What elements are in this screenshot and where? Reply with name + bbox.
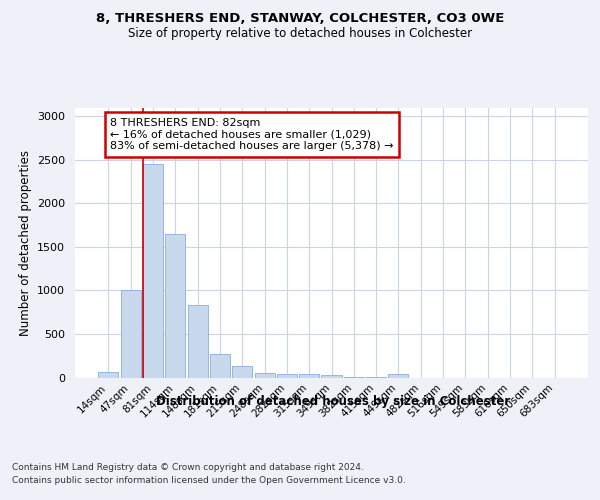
Bar [98, 372, 118, 378]
Y-axis label: Number of detached properties: Number of detached properties [19, 150, 32, 336]
Text: 8, THRESHERS END, STANWAY, COLCHESTER, CO3 0WE: 8, THRESHERS END, STANWAY, COLCHESTER, C… [96, 12, 504, 26]
Bar [165, 234, 185, 378]
Text: 8 THRESHERS END: 82sqm
← 16% of detached houses are smaller (1,029)
83% of semi-: 8 THRESHERS END: 82sqm ← 16% of detached… [110, 118, 394, 151]
Text: Distribution of detached houses by size in Colchester: Distribution of detached houses by size … [156, 395, 510, 408]
Bar [188, 305, 208, 378]
Text: Contains public sector information licensed under the Open Government Licence v3: Contains public sector information licen… [12, 476, 406, 485]
Bar [277, 374, 297, 378]
Bar [254, 372, 275, 378]
Text: Contains HM Land Registry data © Crown copyright and database right 2024.: Contains HM Land Registry data © Crown c… [12, 462, 364, 471]
Bar [143, 164, 163, 378]
Bar [388, 374, 409, 378]
Bar [299, 374, 319, 378]
Bar [322, 376, 341, 378]
Bar [232, 366, 252, 378]
Bar [121, 290, 141, 378]
Text: Size of property relative to detached houses in Colchester: Size of property relative to detached ho… [128, 28, 472, 40]
Bar [210, 354, 230, 378]
